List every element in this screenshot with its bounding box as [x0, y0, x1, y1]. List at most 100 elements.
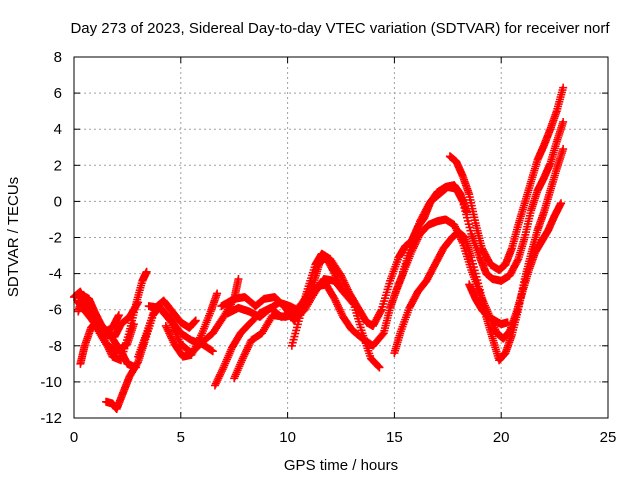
data-point: [373, 361, 382, 370]
data-point: [335, 305, 344, 314]
data-point: [83, 305, 92, 314]
plot-frame: [73, 56, 609, 419]
data-point: [559, 83, 568, 92]
data-point: [239, 352, 248, 361]
data-point: [217, 367, 226, 376]
data-point: [88, 316, 97, 325]
series-track: [465, 280, 512, 329]
data-point: [338, 275, 347, 284]
data-point: [337, 273, 346, 282]
data-point: [559, 145, 568, 154]
data-point: [340, 278, 349, 287]
x-tick-label: 25: [600, 429, 617, 446]
data-point: [376, 307, 385, 316]
y-tick-label: -6: [49, 302, 62, 319]
data-point: [450, 220, 459, 229]
data-point: [337, 309, 346, 318]
series-track: [74, 296, 138, 356]
data-point: [216, 368, 225, 377]
x-tick-label: 10: [279, 429, 296, 446]
y-tick-label: 6: [54, 85, 62, 102]
data-point: [378, 330, 387, 339]
y-axis-label: SDTVAR / TECUs: [5, 177, 22, 297]
data-point: [84, 307, 93, 316]
x-tick-label: 0: [70, 429, 78, 446]
data-point: [334, 302, 343, 311]
data-point: [165, 329, 174, 338]
data-point: [332, 298, 341, 307]
y-tick-label: -10: [40, 374, 62, 391]
data-point: [244, 341, 253, 350]
data-point: [89, 318, 98, 327]
data-point: [240, 350, 249, 359]
chart-title: Day 273 of 2023, Sidereal Day-to-day VTE…: [70, 20, 610, 37]
data-point: [85, 309, 94, 318]
data-point: [133, 299, 142, 308]
data-point: [214, 374, 223, 383]
x-tick-label: 15: [386, 429, 403, 446]
data-point: [243, 345, 252, 354]
data-point: [191, 316, 200, 325]
data-point: [245, 339, 254, 348]
data-point: [168, 336, 177, 345]
data-point: [342, 282, 351, 291]
data-point: [129, 320, 138, 329]
y-tick-label: 8: [54, 49, 62, 66]
data-point: [451, 222, 460, 231]
data-point: [167, 334, 176, 343]
data-point: [241, 349, 250, 358]
data-point: [331, 296, 340, 305]
series-track: [390, 145, 568, 365]
data-point: [208, 347, 217, 356]
data-point: [163, 325, 172, 334]
x-axis-label: GPS time / hours: [284, 457, 398, 474]
data-point: [164, 327, 173, 336]
data-point: [234, 275, 243, 284]
data-point: [334, 303, 343, 312]
data-point: [82, 303, 91, 312]
data-point: [341, 280, 350, 289]
data-point: [210, 381, 219, 390]
y-tick-label: -2: [49, 230, 62, 247]
y-tick-label: -12: [40, 410, 62, 427]
data-point: [212, 377, 221, 386]
data-point: [134, 298, 143, 307]
data-point: [333, 300, 342, 309]
data-point: [142, 267, 151, 276]
y-tick-label: 0: [54, 193, 62, 210]
y-tick-label: -4: [49, 266, 62, 283]
data-point: [242, 347, 251, 356]
data-point: [337, 271, 345, 280]
data-point: [211, 379, 220, 388]
data-point: [336, 307, 345, 316]
series-track: [161, 289, 222, 361]
data-point: [114, 311, 123, 320]
y-tick-label: 2: [54, 157, 62, 174]
data-point: [213, 289, 222, 298]
x-tick-label: 5: [177, 429, 185, 446]
data-point: [238, 354, 247, 363]
data-point: [86, 311, 95, 320]
data-series: [70, 83, 568, 413]
x-axis-ticks: 0 5 10 15 20 25: [70, 57, 617, 446]
y-tick-label: -8: [49, 338, 62, 355]
data-point: [243, 343, 252, 352]
data-point: [218, 365, 227, 374]
data-point: [343, 285, 352, 294]
data-point: [213, 376, 222, 385]
data-point: [513, 256, 522, 265]
data-point: [87, 312, 96, 321]
data-point: [557, 199, 566, 208]
data-point: [215, 372, 224, 381]
data-point: [216, 370, 225, 379]
y-axis-ticks: -12 -10 -8 -6 -4 -2 0 2 4 6 8: [40, 49, 608, 427]
series-track: [134, 296, 200, 361]
data-point: [166, 332, 175, 341]
series-track: [223, 199, 566, 350]
x-tick-label: 20: [493, 429, 510, 446]
data-point: [330, 294, 339, 303]
data-point: [559, 117, 568, 126]
data-point: [503, 318, 512, 327]
data-point: [375, 363, 384, 372]
